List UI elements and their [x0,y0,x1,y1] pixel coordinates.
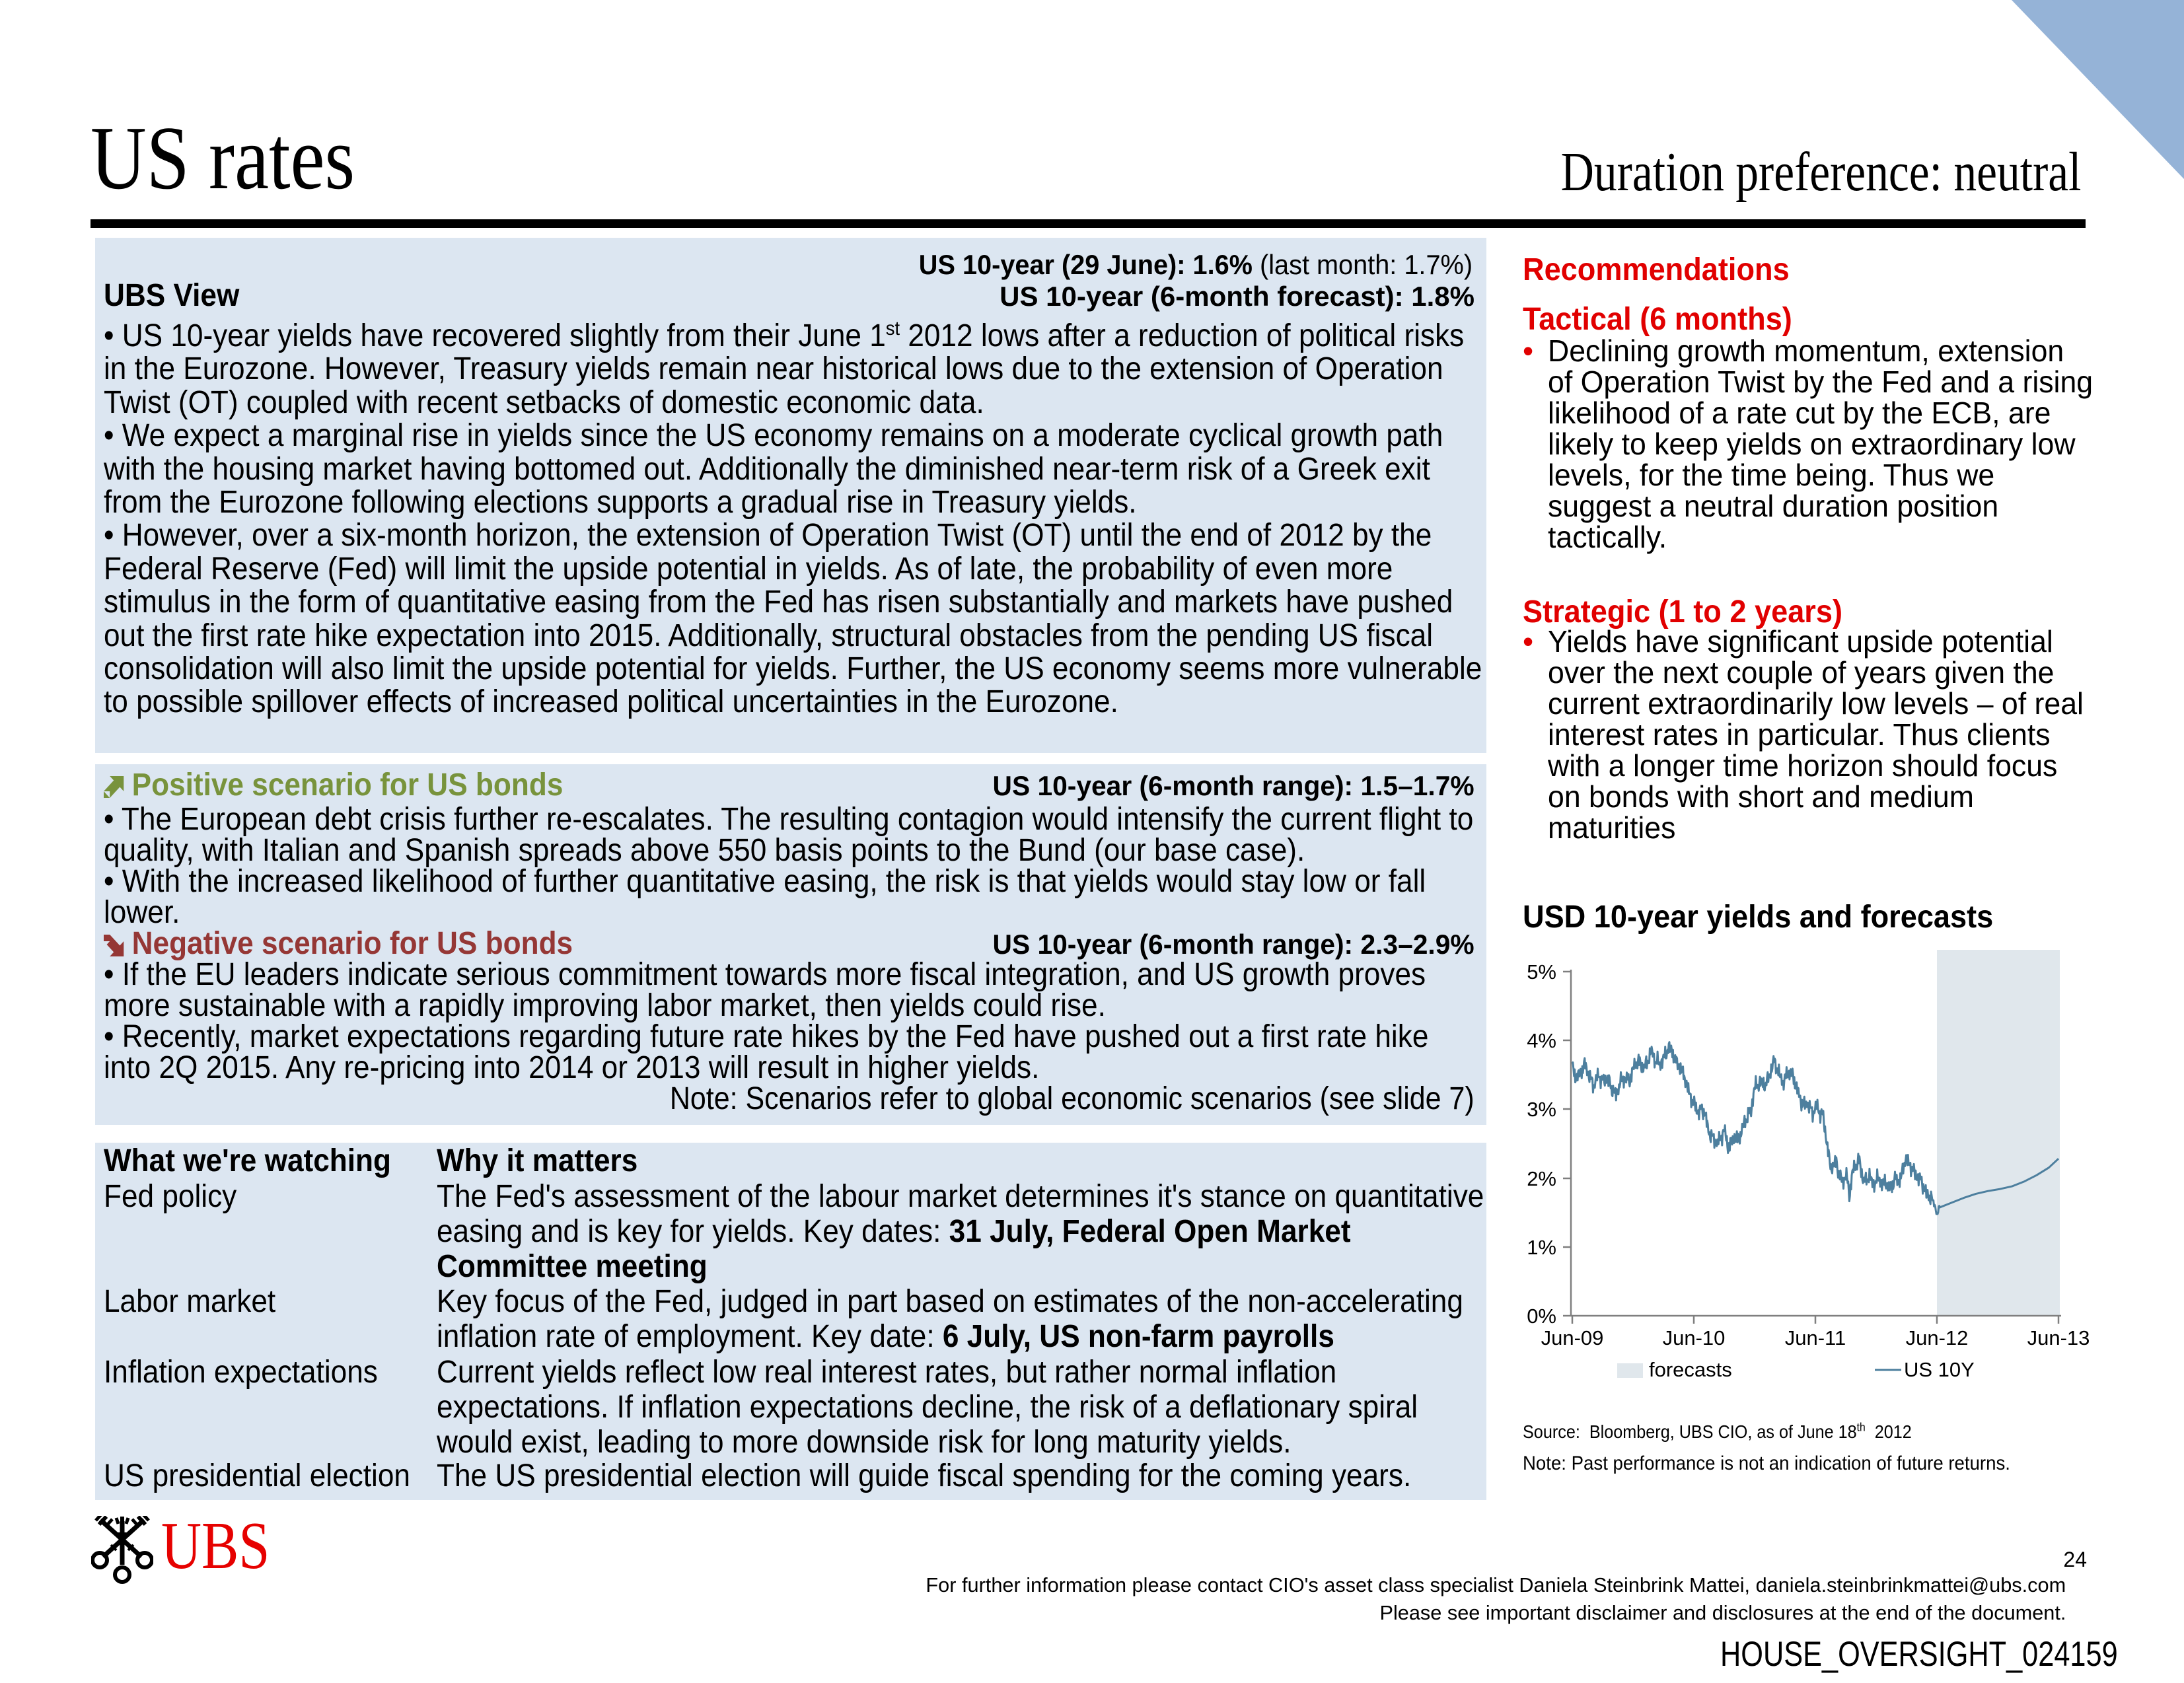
svg-text:Jun-09: Jun-09 [1541,1326,1604,1349]
svg-text:Jun-11: Jun-11 [1785,1326,1846,1349]
svg-text:0%: 0% [1527,1305,1556,1328]
svg-text:1%: 1% [1527,1236,1556,1259]
svg-text:2%: 2% [1527,1167,1556,1190]
svg-text:US 10Y: US 10Y [1904,1358,1975,1381]
svg-text:5%: 5% [1527,960,1556,984]
svg-text:3%: 3% [1527,1098,1556,1121]
svg-text:4%: 4% [1527,1029,1556,1052]
svg-text:Jun-12: Jun-12 [1906,1326,1969,1349]
svg-text:Jun-13: Jun-13 [2027,1326,2090,1349]
svg-text:Jun-10: Jun-10 [1663,1326,1726,1349]
svg-text:forecasts: forecasts [1649,1358,1732,1381]
